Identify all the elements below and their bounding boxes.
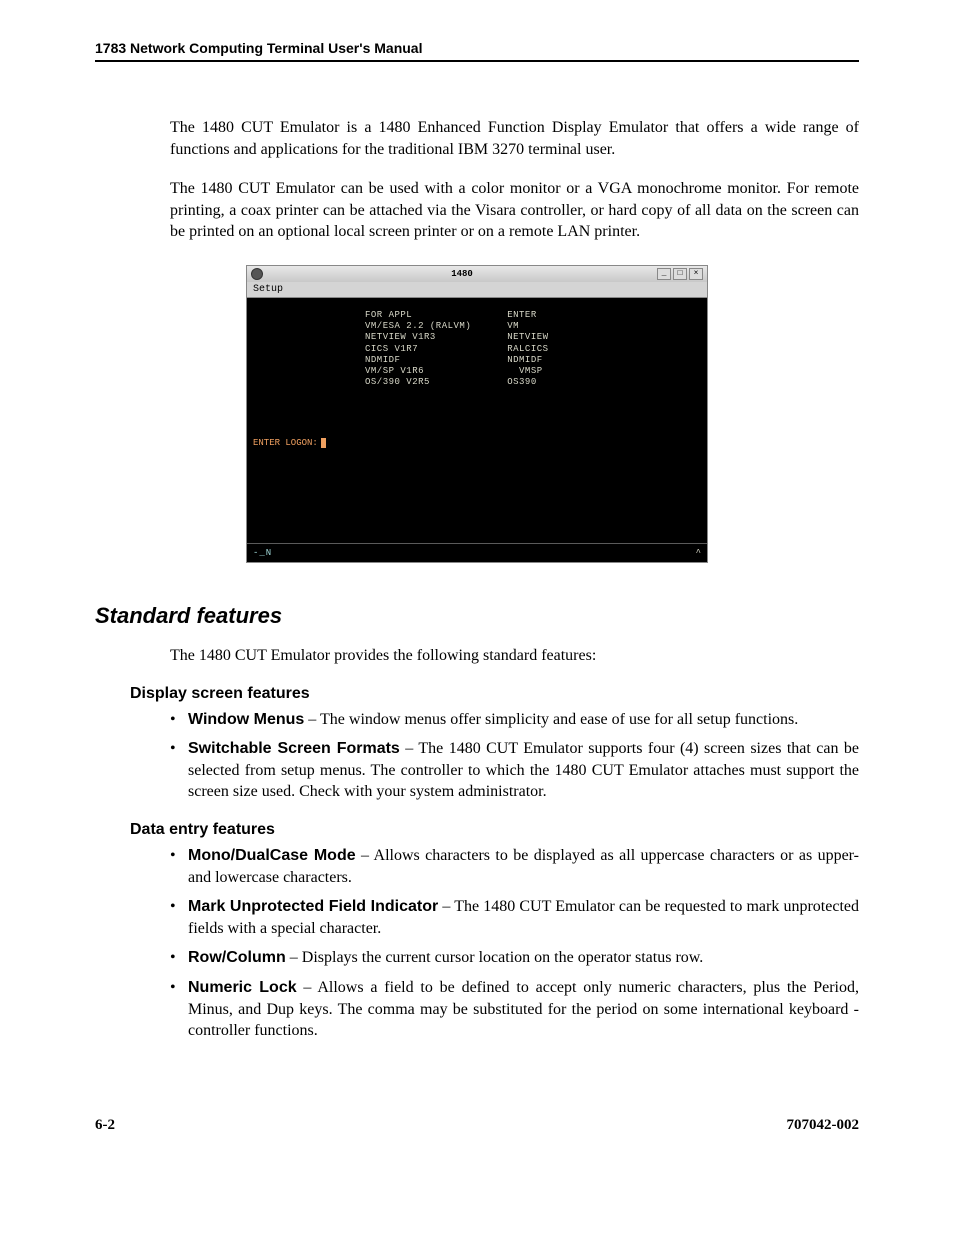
term-line: OS/390 V2R5 [365,377,471,388]
term-line: VM/ESA 2.2 (RALVM) [365,321,471,332]
intro-para-1: The 1480 CUT Emulator is a 1480 Enhanced… [170,117,859,160]
list-item: Mono/DualCase Mode – Allows characters t… [170,845,859,888]
feature-name: Numeric Lock [188,979,297,996]
emulator-content: FOR APPL VM/ESA 2.2 (RALVM) NETVIEW V1R3… [365,310,699,389]
menu-setup[interactable]: Setup [253,284,283,295]
list-item: Window Menus – The window menus offer si… [170,709,859,731]
list-item: Row/Column – Displays the current cursor… [170,947,859,969]
logon-label: ENTER LOGON: [253,438,318,448]
feature-text: – Displays the current cursor location o… [286,949,704,966]
emulator-menubar: Setup [247,282,707,298]
page-footer: 6-2 707042-002 [95,1117,859,1134]
feature-name: Window Menus [188,711,304,728]
term-line: RALCICS [507,344,548,355]
emulator-title: 1480 [269,269,655,279]
feature-text: – The window menus offer simplicity and … [304,711,798,728]
section-lead-block: The 1480 CUT Emulator provides the follo… [170,645,859,667]
page-number: 6-2 [95,1117,115,1134]
doc-number: 707042-002 [787,1117,860,1134]
term-line: CICS V1R7 [365,344,471,355]
section-heading-standard-features: Standard features [95,603,859,629]
data-entry-feature-list: Mono/DualCase Mode – Allows characters t… [170,845,859,1042]
list-item: Mark Unprotected Field Indicator – The 1… [170,896,859,939]
section-lead: The 1480 CUT Emulator provides the follo… [170,645,859,667]
term-line: NDMIDF [507,355,548,366]
term-line: ENTER [507,310,548,321]
running-header: 1783 Network Computing Terminal User's M… [95,40,859,62]
term-line: NETVIEW [507,332,548,343]
intro-para-2: The 1480 CUT Emulator can be used with a… [170,178,859,243]
term-line: NDMIDF [365,355,471,366]
emulator-window: 1480 _ □ × Setup FOR APPL VM/ESA 2.2 (RA… [246,265,708,563]
term-line: FOR APPL [365,310,471,321]
term-line: NETVIEW V1R3 [365,332,471,343]
emulator-col-left: FOR APPL VM/ESA 2.2 (RALVM) NETVIEW V1R3… [365,310,471,389]
feature-name: Mark Unprotected Field Indicator [188,898,438,915]
emulator-screen[interactable]: FOR APPL VM/ESA 2.2 (RALVM) NETVIEW V1R3… [247,298,707,543]
cursor-icon [321,438,326,448]
emulator-titlebar: 1480 _ □ × [247,266,707,282]
emulator-col-right: ENTER VM NETVIEW RALCICS NDMIDF VMSP OS3… [507,310,548,389]
list-item: Numeric Lock – Allows a field to be defi… [170,977,859,1042]
intro-block: The 1480 CUT Emulator is a 1480 Enhanced… [170,117,859,243]
emulator-status-row: -_N ^ [247,543,707,562]
term-line: VM [507,321,548,332]
term-line: VM/SP V1R6 [365,366,471,377]
subheading-data-entry: Data entry features [130,821,859,839]
feature-name: Row/Column [188,949,286,966]
system-menu-icon[interactable] [251,268,263,280]
page: 1783 Network Computing Terminal User's M… [0,0,954,1184]
emulator-logon-prompt: ENTER LOGON: [253,438,326,448]
feature-name: Mono/DualCase Mode [188,847,356,864]
status-left: -_N [253,548,272,558]
close-button[interactable]: × [689,268,703,280]
maximize-button[interactable]: □ [673,268,687,280]
status-right: ^ [696,548,701,558]
minimize-button[interactable]: _ [657,268,671,280]
term-line: OS390 [507,377,548,388]
term-line: VMSP [507,366,548,377]
feature-name: Switchable Screen Formats [188,740,400,757]
list-item: Switchable Screen Formats – The 1480 CUT… [170,738,859,803]
display-feature-list: Window Menus – The window menus offer si… [170,709,859,803]
subheading-display: Display screen features [130,685,859,703]
